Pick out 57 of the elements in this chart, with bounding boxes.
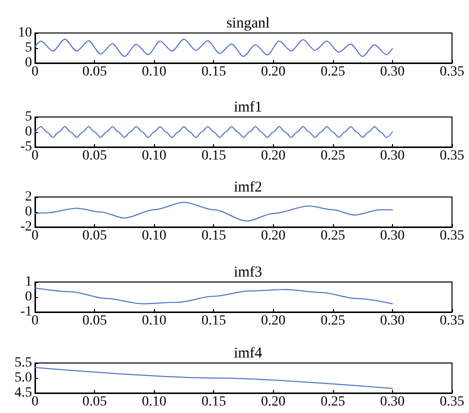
x-tick-label: 0.20 bbox=[261, 228, 286, 244]
y-tick-label: 1 bbox=[25, 274, 32, 290]
x-tick-label: 0.10 bbox=[142, 148, 166, 164]
y-tick-label: 10 bbox=[18, 26, 32, 40]
x-tick-label: 0.30 bbox=[380, 64, 405, 80]
x-tick-label: 0.25 bbox=[320, 314, 346, 328]
x-tick-label: 0.15 bbox=[201, 228, 226, 244]
x-tick-label: 0.25 bbox=[320, 394, 346, 410]
x-tick-label: 0.10 bbox=[142, 64, 166, 80]
x-tick-label: 0.15 bbox=[201, 394, 226, 410]
x-tick-label: 0.35 bbox=[440, 314, 464, 328]
x-tick-label: 0.15 bbox=[201, 148, 226, 164]
chart-title: imf3 bbox=[234, 264, 262, 280]
x-tick-label: 0.35 bbox=[440, 228, 464, 244]
line-series bbox=[34, 288, 393, 304]
y-tick-label: 0 bbox=[25, 124, 32, 140]
x-tick-label: 0.05 bbox=[82, 148, 107, 164]
x-tick-label: 0.30 bbox=[380, 314, 405, 328]
x-tick-label: 0.20 bbox=[261, 64, 286, 80]
x-tick-label: 0.30 bbox=[380, 394, 405, 410]
y-tick-label: 4.5 bbox=[14, 386, 32, 400]
x-tick-label: 0.10 bbox=[142, 314, 166, 328]
x-tick-label: 0.35 bbox=[440, 394, 464, 410]
y-tick-label: 5 bbox=[25, 110, 32, 124]
x-tick-label: 0.30 bbox=[380, 228, 405, 244]
x-tick-label: 0.10 bbox=[142, 228, 166, 244]
y-tick-label: 5.0 bbox=[14, 370, 32, 386]
chart-title: imf1 bbox=[234, 100, 262, 116]
line-series bbox=[34, 38, 393, 57]
x-tick-label: 0.05 bbox=[82, 314, 107, 328]
chart-title: imf4 bbox=[234, 346, 263, 362]
y-tick-label: 2 bbox=[25, 190, 32, 204]
line-series bbox=[34, 202, 393, 222]
x-tick-label: 0.35 bbox=[440, 148, 464, 164]
y-tick-label: 5.5 bbox=[14, 356, 32, 370]
y-tick-label: 0 bbox=[25, 290, 32, 304]
y-tick-label: -2 bbox=[20, 220, 32, 234]
x-tick-label: 0.05 bbox=[82, 64, 107, 80]
x-tick-label: 0.15 bbox=[201, 64, 226, 80]
x-tick-label: 0.25 bbox=[320, 148, 346, 164]
x-tick-label: 0.20 bbox=[261, 314, 286, 328]
x-tick-label: 0.30 bbox=[380, 148, 405, 164]
y-tick-label: -1 bbox=[20, 304, 32, 320]
x-tick-label: 0.25 bbox=[320, 64, 346, 80]
x-tick-label: 0.20 bbox=[261, 394, 286, 410]
y-tick-label: 5 bbox=[25, 40, 32, 56]
y-tick-label: 0 bbox=[25, 204, 32, 220]
chart-title: singanl bbox=[226, 16, 270, 32]
x-tick-label: 0.20 bbox=[261, 148, 286, 164]
x-tick-label: 0.10 bbox=[142, 394, 166, 410]
x-tick-label: 0.35 bbox=[440, 64, 464, 80]
chart-title: imf2 bbox=[234, 180, 262, 196]
x-tick-label: 0.25 bbox=[320, 228, 346, 244]
x-tick-label: 0.05 bbox=[82, 228, 107, 244]
x-tick-label: 0.05 bbox=[82, 394, 107, 410]
y-tick-label: -5 bbox=[20, 140, 32, 154]
x-tick-label: 0.15 bbox=[201, 314, 226, 328]
